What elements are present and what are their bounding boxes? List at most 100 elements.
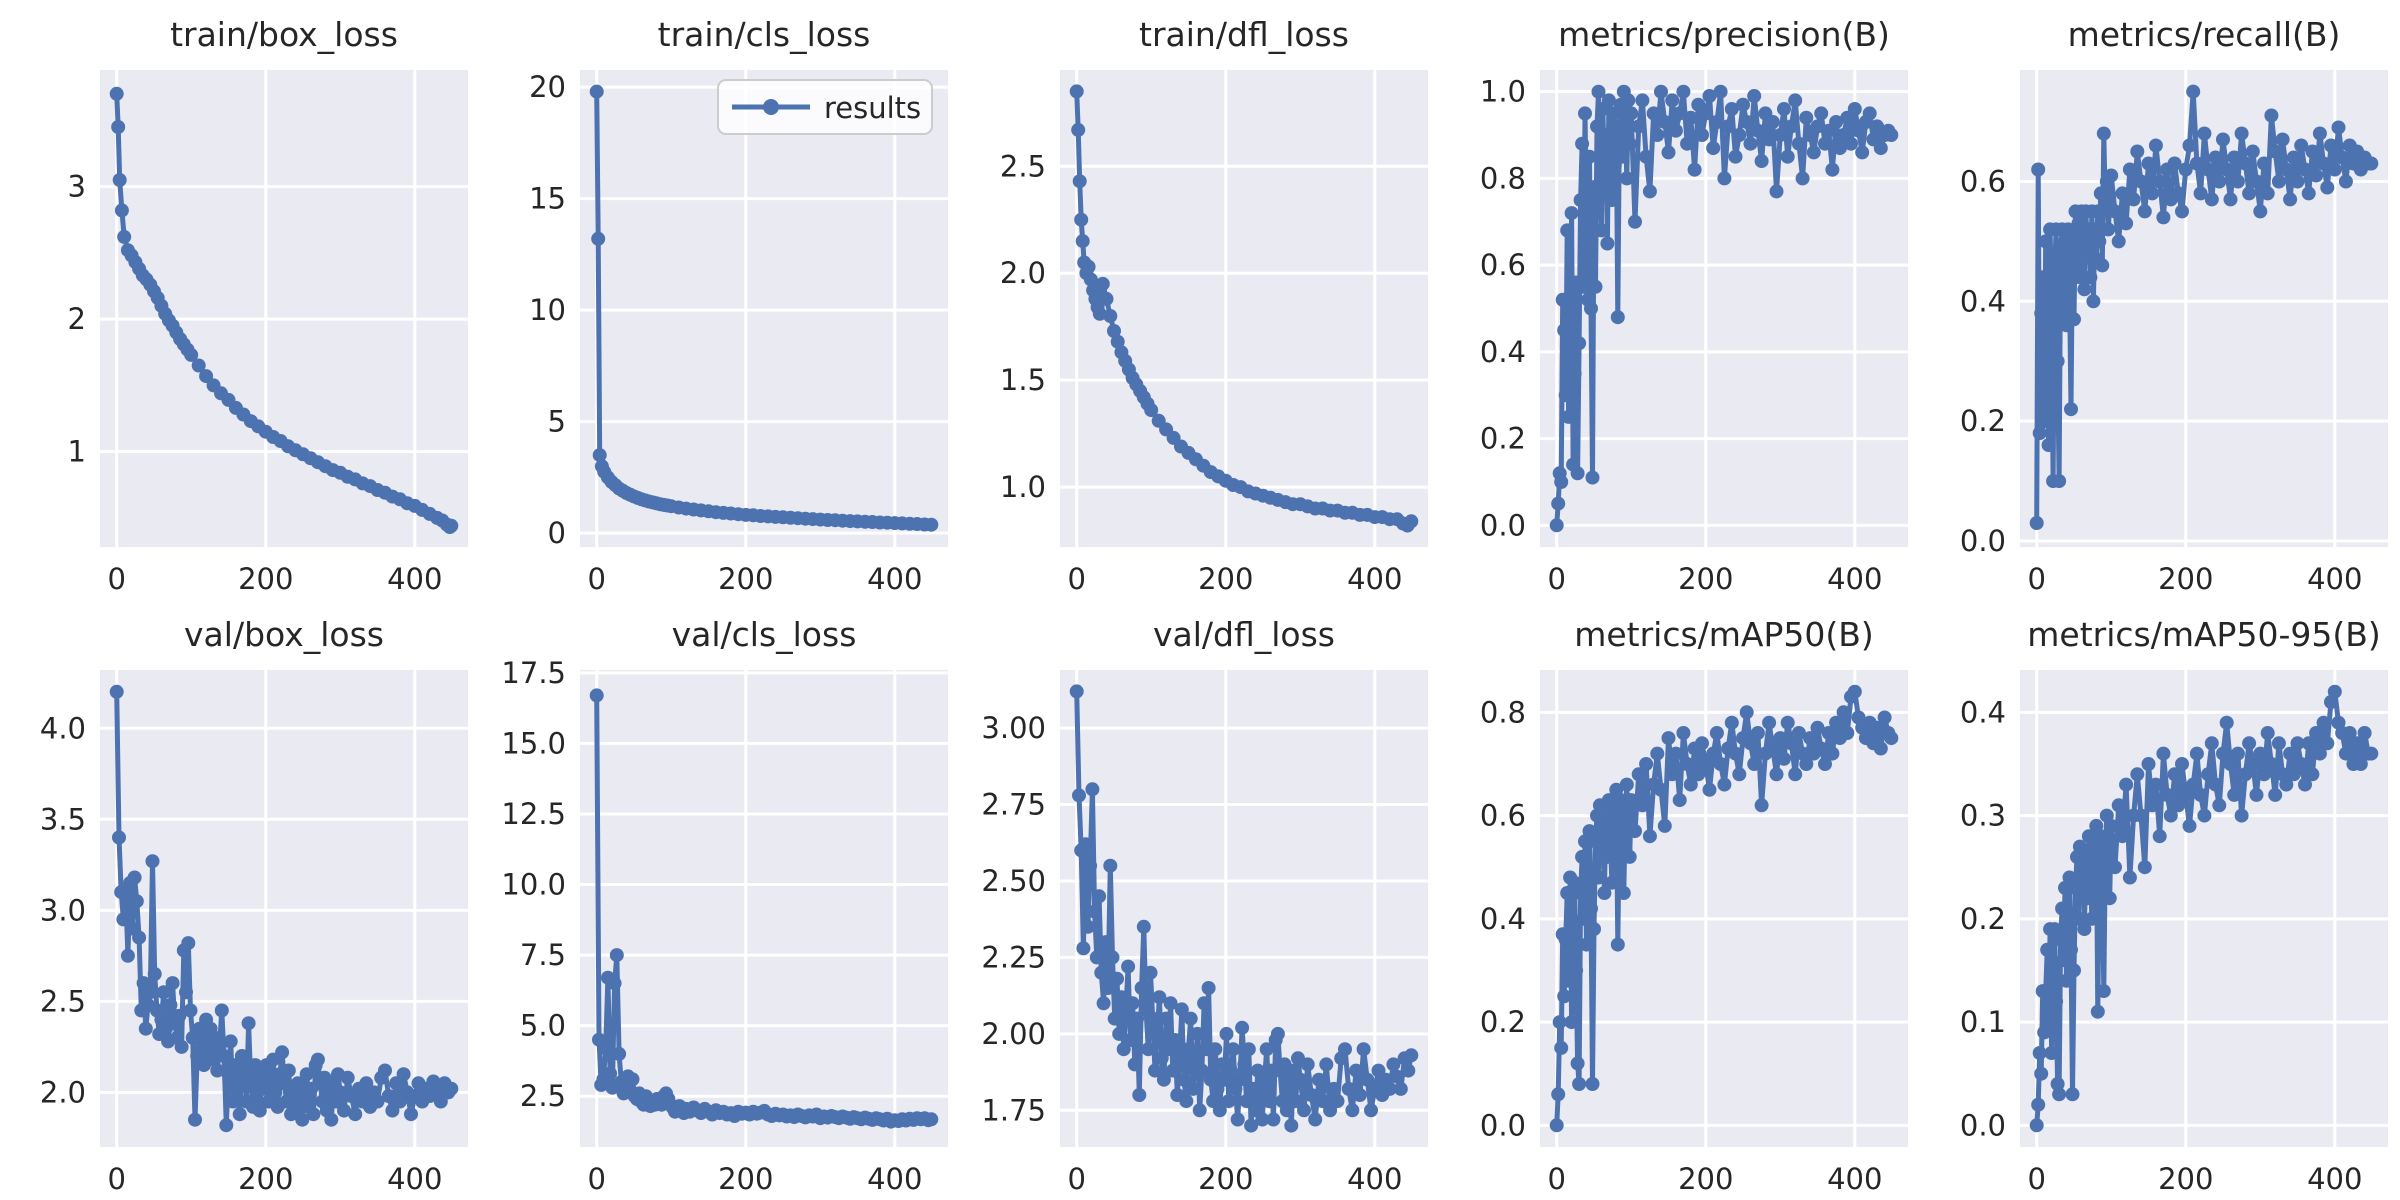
chart-train-cls-loss-svg: train/cls_loss 0 200 400 0 5 10 15 20 results xyxy=(529,15,948,596)
plot-area xyxy=(580,670,948,1147)
chart-metrics-map50-95: metrics/mAP50-95(B) 0 200 400 0.0 0.1 0.2 0.3 0… xyxy=(1920,600,2400,1200)
x-tick-label: 0 xyxy=(2028,1162,2046,1196)
x-tick-label: 400 xyxy=(867,562,922,596)
y-tick-label: 3.0 xyxy=(40,893,86,927)
chart-val-box-loss-svg: val/box_loss 0 200 400 2.0 2.5 3.0 3.5 4.0 xyxy=(40,615,468,1196)
chart-title: train/box_loss xyxy=(170,15,398,54)
y-tick-label: 1.75 xyxy=(981,1093,1046,1127)
y-tick-label: 0.2 xyxy=(1960,404,2006,438)
chart-val-cls-loss-svg: val/cls_loss 0 200 400 2.5 5.0 7.5 10.0 12.5 15.… xyxy=(501,615,948,1196)
y-tick-label: 0.0 xyxy=(1480,508,1526,542)
x-tick-label: 400 xyxy=(1827,1162,1882,1196)
data-points xyxy=(109,86,459,535)
data-points xyxy=(2029,84,2379,530)
y-tick-label: 4.0 xyxy=(40,711,86,745)
chart-metrics-map50-svg: metrics/mAP50(B) 0 200 400 0.0 0.2 0.4 0.6 0.8 xyxy=(1480,615,1908,1196)
y-tick-label: 2.50 xyxy=(981,864,1046,898)
y-tick-label: 0.8 xyxy=(1480,695,1526,729)
x-tick-label: 200 xyxy=(238,1162,293,1196)
y-tick-label: 2.0 xyxy=(40,1075,86,1109)
chart-title: metrics/mAP50(B) xyxy=(1574,615,1874,654)
y-tick-label: 3.5 xyxy=(40,802,86,836)
y-tick-label: 2.75 xyxy=(981,788,1046,822)
y-tick-label: 2.00 xyxy=(981,1017,1046,1051)
y-tick-label: 0.2 xyxy=(1480,422,1526,456)
y-tick-label: 2.5 xyxy=(520,1079,566,1113)
x-tick-label: 0 xyxy=(588,1162,606,1196)
data-points xyxy=(109,684,459,1133)
y-tick-label: 0.3 xyxy=(1960,799,2006,833)
y-tick-label: 1.0 xyxy=(1480,75,1526,109)
chart-val-dfl-loss-svg: val/dfl_loss 0 200 400 1.75 2.00 2.25 2.50 2.75… xyxy=(981,615,1428,1196)
y-tick-label: 0.2 xyxy=(1960,902,2006,936)
x-tick-label: 200 xyxy=(238,562,293,596)
chart-metrics-map50: metrics/mAP50(B) 0 200 400 0.0 0.2 0.4 0.6 0.8 xyxy=(1440,600,1920,1200)
y-tick-label: 0.0 xyxy=(1960,1108,2006,1142)
x-tick-label: 400 xyxy=(1827,562,1882,596)
x-tick-label: 200 xyxy=(1198,1162,1253,1196)
y-tick-label: 12.5 xyxy=(501,797,566,831)
y-tick-label: 0.4 xyxy=(1480,335,1526,369)
y-tick-label: 3 xyxy=(68,170,86,204)
y-tick-label: 0.4 xyxy=(1480,902,1526,936)
y-tick-label: 0.4 xyxy=(1960,695,2006,729)
chart-metrics-precision-svg: metrics/precision(B) 0 200 400 0.0 0.2 0.4 0.6… xyxy=(1480,15,1908,596)
y-tick-label: 10.0 xyxy=(501,868,566,902)
chart-val-box-loss: val/box_loss 0 200 400 2.0 2.5 3.0 3.5 4.0 xyxy=(0,600,480,1200)
x-tick-label: 0 xyxy=(1548,1162,1566,1196)
chart-train-dfl-loss-svg: train/dfl_loss 0 200 400 1.0 1.5 2.0 2.5 xyxy=(1000,15,1428,596)
x-tick-label: 400 xyxy=(1347,1162,1402,1196)
x-tick-label: 0 xyxy=(1068,1162,1086,1196)
y-tick-label: 5.0 xyxy=(520,1009,566,1043)
data-points xyxy=(2029,684,2379,1133)
chart-train-box-loss-svg: train/box_loss 0 200 400 1 2 3 xyxy=(68,15,468,596)
y-tick-label: 2 xyxy=(68,302,86,336)
data-points xyxy=(589,84,939,532)
x-tick-label: 200 xyxy=(718,562,773,596)
plot-area xyxy=(1060,70,1428,547)
x-tick-label: 0 xyxy=(108,562,126,596)
y-tick-label: 17.5 xyxy=(501,656,566,690)
chart-train-cls-loss: train/cls_loss 0 200 400 0 5 10 15 20 results xyxy=(480,0,960,600)
x-tick-label: 200 xyxy=(1678,1162,1733,1196)
y-tick-label: 0.6 xyxy=(1480,799,1526,833)
data-points xyxy=(1069,684,1419,1133)
y-tick-label: 0.2 xyxy=(1480,1005,1526,1039)
chart-metrics-precision: metrics/precision(B) 0 200 400 0.0 0.2 0.4 0.6… xyxy=(1440,0,1920,600)
y-tick-label: 1 xyxy=(68,435,86,469)
chart-title: train/dfl_loss xyxy=(1139,15,1349,54)
y-tick-label: 1.5 xyxy=(1000,363,1046,397)
x-tick-label: 0 xyxy=(588,562,606,596)
chart-title: train/cls_loss xyxy=(658,15,871,54)
y-tick-label: 2.25 xyxy=(981,940,1046,974)
data-points xyxy=(589,688,939,1129)
x-tick-label: 400 xyxy=(2307,1162,2362,1196)
y-tick-label: 0.0 xyxy=(1480,1108,1526,1142)
chart-title: metrics/mAP50-95(B) xyxy=(2027,615,2380,654)
x-tick-label: 200 xyxy=(1198,562,1253,596)
x-tick-label: 400 xyxy=(2307,562,2362,596)
x-tick-label: 200 xyxy=(2158,562,2213,596)
y-tick-label: 7.5 xyxy=(520,938,566,972)
y-tick-label: 0.6 xyxy=(1960,164,2006,198)
x-tick-label: 400 xyxy=(1347,562,1402,596)
chart-title: metrics/recall(B) xyxy=(2068,15,2341,54)
x-tick-label: 200 xyxy=(2158,1162,2213,1196)
x-tick-label: 0 xyxy=(1068,562,1086,596)
chart-title: val/box_loss xyxy=(184,615,384,654)
y-tick-label: 15.0 xyxy=(501,726,566,760)
y-tick-label: 0.4 xyxy=(1960,284,2006,318)
chart-title: val/cls_loss xyxy=(672,615,857,654)
y-tick-label: 0.0 xyxy=(1960,524,2006,558)
y-tick-label: 0.8 xyxy=(1480,161,1526,195)
x-tick-label: 0 xyxy=(2028,562,2046,596)
y-tick-label: 2.5 xyxy=(1000,149,1046,183)
x-tick-label: 400 xyxy=(387,562,442,596)
y-tick-label: 3.00 xyxy=(981,711,1046,745)
x-tick-label: 200 xyxy=(718,1162,773,1196)
x-tick-label: 0 xyxy=(108,1162,126,1196)
x-tick-label: 400 xyxy=(387,1162,442,1196)
y-tick-label: 20 xyxy=(529,70,566,104)
data-points xyxy=(1069,84,1419,533)
